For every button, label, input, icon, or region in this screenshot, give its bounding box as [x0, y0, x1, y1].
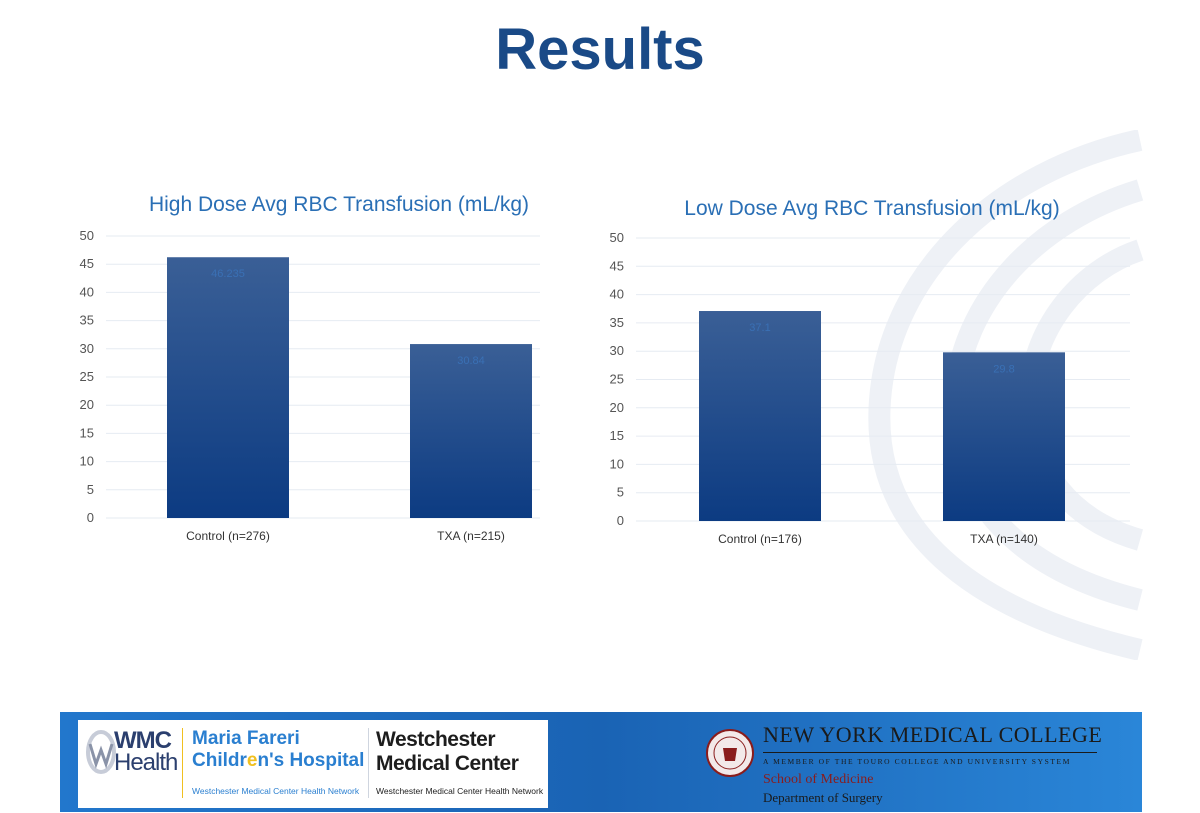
maria-network-text: Westchester Medical Center Health Networ…: [192, 786, 360, 796]
y-tick-label: 25: [80, 369, 94, 384]
nymc-department: Department of Surgery: [763, 790, 883, 805]
logo-divider: [182, 728, 183, 798]
y-tick-label: 20: [80, 397, 94, 412]
low-dose-chart: Low Dose Avg RBC Transfusion (mL/kg) 0 5 1…: [610, 197, 1130, 546]
y-tick-label: 25: [610, 372, 624, 387]
slide-title: Results: [495, 17, 705, 82]
y-tick-label: 30: [80, 341, 94, 356]
bar: [699, 311, 821, 521]
category-label: TXA (n=140): [970, 532, 1038, 546]
nymc-name: NEW YORK MEDICAL COLLEGE: [763, 722, 1103, 747]
y-tick-label: 0: [617, 513, 624, 528]
wmc-health-logo: WMC Health: [114, 727, 178, 776]
bar: [167, 257, 289, 518]
nymc-seal-icon: [706, 729, 754, 777]
maria-line1: Maria Fareri: [192, 728, 300, 749]
y-tick-label: 10: [80, 454, 94, 469]
footer-banner: WMC Health Maria Fareri Children's Hospi…: [60, 712, 1142, 812]
bar: [410, 344, 532, 518]
westchester-medical-center-logo: Westchester Medical Center: [376, 728, 519, 776]
category-label: Control (n=276): [186, 529, 270, 543]
wmc-line1: WMC: [114, 727, 172, 754]
maria-star-letter: e: [246, 750, 258, 771]
bar: [943, 352, 1065, 521]
y-tick-label: 35: [80, 313, 94, 328]
nymc-school: School of Medicine: [763, 772, 874, 787]
maria-line2-a: Childr: [192, 750, 247, 771]
y-tick-label: 40: [610, 287, 624, 302]
wmc-emblem-icon: [86, 730, 116, 774]
westchester-line2: Medical Center: [376, 752, 519, 775]
y-tick-label: 10: [610, 456, 624, 471]
y-tick-label: 45: [610, 258, 624, 273]
high-dose-chart: High Dose Avg RBC Transfusion (mL/kg) 0 5…: [80, 193, 540, 543]
y-tick-label: 50: [80, 228, 94, 243]
y-tick-label: 50: [610, 230, 624, 245]
wmc-line2: Health: [114, 749, 178, 776]
chart-title: High Dose Avg RBC Transfusion (mL/kg): [149, 193, 529, 216]
nymc-rule: [763, 752, 1097, 753]
nymc-logo: NEW YORK MEDICAL COLLEGE A MEMBER OF THE…: [705, 720, 1125, 808]
y-tick-label: 20: [610, 400, 624, 415]
category-label: TXA (n=215): [437, 529, 505, 543]
y-tick-label: 45: [80, 256, 94, 271]
y-tick-label: 0: [87, 510, 94, 525]
nymc-member-text: A MEMBER OF THE TOURO COLLEGE AND UNIVER…: [763, 757, 1072, 766]
y-tick-label: 5: [617, 485, 624, 500]
data-label: 37.1: [749, 322, 770, 334]
westchester-network-text: Westchester Medical Center Health Networ…: [376, 786, 544, 796]
maria-fareri-logo: Maria Fareri Children's Hospital: [192, 728, 364, 772]
chart-title: Low Dose Avg RBC Transfusion (mL/kg): [684, 197, 1059, 220]
y-tick-label: 35: [610, 315, 624, 330]
y-tick-label: 5: [87, 482, 94, 497]
hospital-logos: WMC Health Maria Fareri Children's Hospi…: [78, 720, 548, 808]
data-label: 30.84: [457, 355, 485, 367]
westchester-line1: Westchester: [376, 728, 496, 751]
y-tick-label: 15: [610, 428, 624, 443]
y-tick-label: 15: [80, 425, 94, 440]
y-tick-label: 30: [610, 343, 624, 358]
logo-divider: [368, 728, 369, 798]
maria-line2-b: n's Hospital: [257, 750, 365, 771]
data-label: 29.8: [993, 363, 1014, 375]
y-tick-label: 40: [80, 284, 94, 299]
category-label: Control (n=176): [718, 532, 802, 546]
data-label: 46.235: [211, 268, 245, 280]
